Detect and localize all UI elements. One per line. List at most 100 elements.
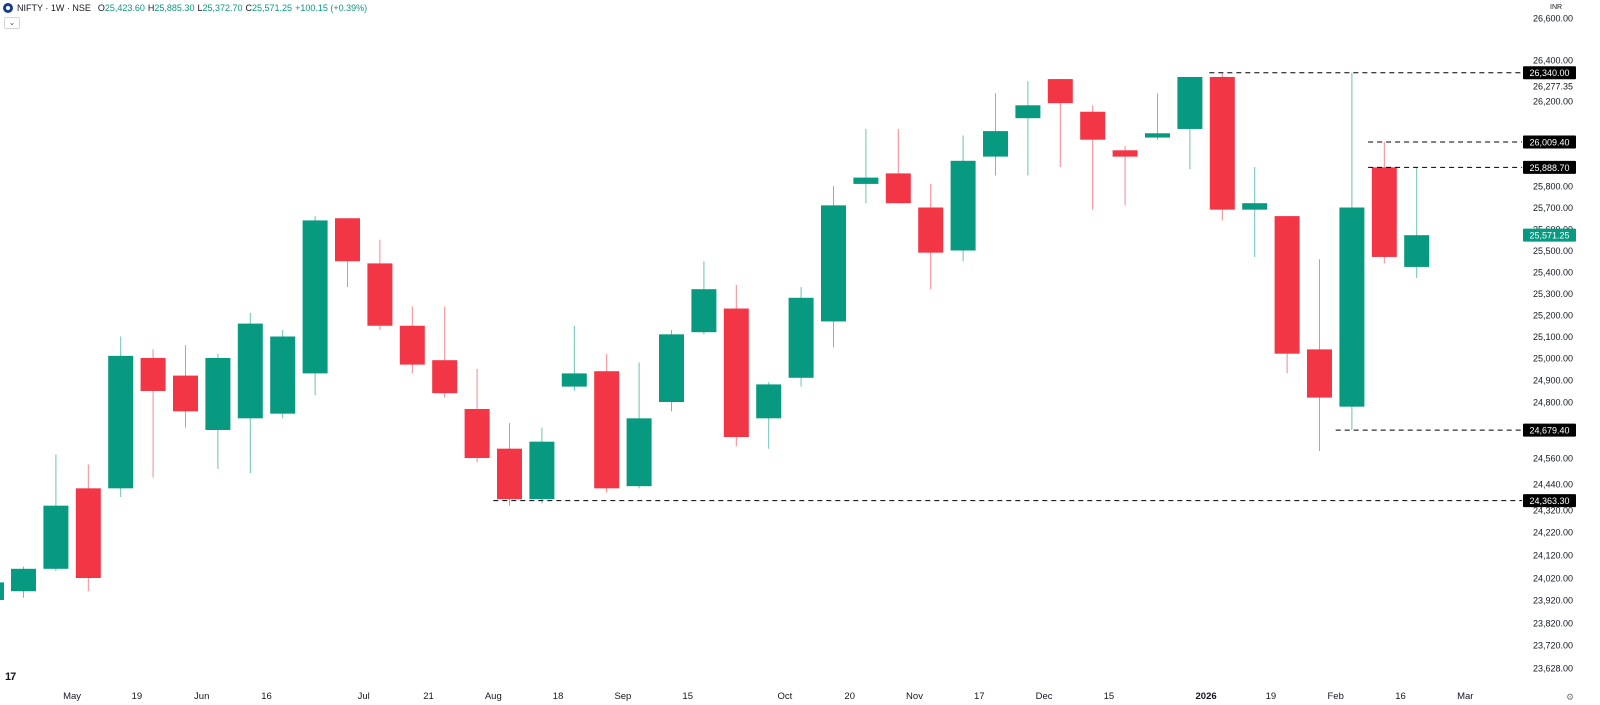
candle-body bbox=[1080, 111, 1106, 140]
price-axis-label: 23,720.00 bbox=[1533, 641, 1573, 651]
time-axis-label: Oct bbox=[778, 691, 793, 702]
time-axis-label: Feb bbox=[1328, 691, 1344, 702]
candle-body bbox=[173, 375, 198, 412]
price-level-badge bbox=[1523, 135, 1576, 149]
time-axis-label: 19 bbox=[1266, 691, 1277, 702]
candle-body bbox=[1145, 133, 1170, 138]
time-axis-label: 18 bbox=[553, 691, 564, 702]
price-axis-label: 24,120.00 bbox=[1533, 551, 1573, 561]
price-axis-label: 24,560.00 bbox=[1533, 454, 1573, 464]
time-axis-label: 21 bbox=[423, 691, 434, 702]
price-axis-label: 26,200.00 bbox=[1533, 97, 1573, 107]
candle-body bbox=[11, 568, 36, 592]
candle-body bbox=[1209, 76, 1235, 210]
price-axis-label: 26,277.35 bbox=[1533, 82, 1573, 92]
candle-body bbox=[335, 218, 360, 262]
candle-body bbox=[529, 441, 555, 500]
candle-body bbox=[1242, 203, 1268, 210]
symbol-title[interactable]: NIFTY · 1W · NSE bbox=[17, 3, 91, 13]
candle-body bbox=[237, 323, 263, 419]
price-level-badge bbox=[1523, 160, 1576, 174]
close-label: C bbox=[245, 3, 253, 13]
time-axis-label: Sep bbox=[614, 691, 631, 702]
time-axis-label: Dec bbox=[1036, 691, 1053, 702]
price-axis-label: 25,700.00 bbox=[1533, 203, 1573, 213]
price-axis-label: 25,300.00 bbox=[1533, 289, 1573, 299]
candle-body bbox=[983, 131, 1008, 157]
candle-body bbox=[1112, 150, 1138, 157]
candle-body bbox=[1404, 235, 1430, 267]
price-axis-label: 25,100.00 bbox=[1533, 332, 1573, 342]
price-axis-label: 26,600.00 bbox=[1533, 14, 1573, 24]
currency-label[interactable]: INR bbox=[1550, 4, 1563, 11]
price-level-label: 24,679.40 bbox=[1529, 426, 1569, 436]
tradingview-logo-icon[interactable]: 17 bbox=[5, 671, 16, 683]
candle-body bbox=[270, 336, 296, 414]
candle-body bbox=[691, 289, 717, 333]
time-axis-label: Nov bbox=[906, 691, 923, 702]
candle-body bbox=[75, 488, 101, 578]
price-level-badge bbox=[1523, 423, 1576, 437]
price-axis-label: 24,900.00 bbox=[1533, 376, 1573, 386]
price-axis-label: 24,220.00 bbox=[1533, 528, 1573, 538]
price-level-badge bbox=[1523, 66, 1576, 80]
time-axis-label: 15 bbox=[1104, 691, 1115, 702]
candle-body bbox=[432, 360, 458, 394]
high-label: H bbox=[147, 3, 155, 13]
candle-body bbox=[561, 373, 587, 387]
time-axis-label: Aug bbox=[485, 691, 502, 702]
close-value: 25,571.25 bbox=[252, 3, 293, 13]
candle-body bbox=[1177, 76, 1203, 129]
candle-body bbox=[497, 448, 522, 500]
chevron-down-icon[interactable]: ⌄ bbox=[4, 17, 20, 29]
price-axis-label: 25,500.00 bbox=[1533, 246, 1573, 256]
price-level-label: 25,888.70 bbox=[1529, 163, 1569, 173]
candle-body bbox=[821, 205, 846, 322]
price-level-badge bbox=[1523, 494, 1576, 508]
candle-body bbox=[0, 582, 4, 600]
time-axis-label: Jun bbox=[194, 691, 209, 702]
candle-body bbox=[626, 418, 652, 487]
time-axis-label: 17 bbox=[974, 691, 985, 702]
last-price-label: 25,571.25 bbox=[1529, 231, 1569, 241]
candle-body bbox=[399, 325, 425, 365]
low-value: 25,372.70 bbox=[202, 3, 243, 13]
time-axis-label: 2026 bbox=[1196, 691, 1217, 702]
time-axis-label: 16 bbox=[261, 691, 272, 702]
price-axis-label: 26,400.00 bbox=[1533, 56, 1573, 66]
candle-body bbox=[302, 220, 328, 374]
nse-logo-icon bbox=[3, 3, 13, 13]
candle-body bbox=[594, 371, 620, 489]
candle-body bbox=[885, 173, 911, 204]
time-axis-label: Jul bbox=[358, 691, 370, 702]
legend-header: NIFTY · 1W · NSE O 25,423.60 H 25,885.30 L… bbox=[0, 0, 367, 16]
price-axis-label: 23,820.00 bbox=[1533, 619, 1573, 629]
candle-body bbox=[464, 409, 490, 458]
change-value: +100.15 (+0.39%) bbox=[295, 3, 368, 13]
last-price-badge bbox=[1523, 228, 1576, 242]
price-level-label: 26,009.40 bbox=[1529, 137, 1569, 147]
price-axis-label: 24,020.00 bbox=[1533, 574, 1573, 584]
candle-body bbox=[659, 334, 684, 402]
price-axis-label: 25,800.00 bbox=[1533, 182, 1573, 192]
gear-icon[interactable]: ⚙ bbox=[1566, 692, 1575, 702]
open-label: O bbox=[97, 3, 105, 13]
candle-body bbox=[756, 384, 782, 419]
price-axis-label: 24,800.00 bbox=[1533, 398, 1573, 408]
time-axis-label: Mar bbox=[1457, 691, 1473, 702]
high-value: 25,885.30 bbox=[154, 3, 195, 13]
time-axis-label: 19 bbox=[132, 691, 143, 702]
candle-body bbox=[43, 505, 69, 569]
candle-body bbox=[140, 358, 166, 391]
price-axis-label: 25,200.00 bbox=[1533, 311, 1573, 321]
candle-body bbox=[205, 358, 231, 430]
price-axis-label: 23,628.00 bbox=[1533, 664, 1573, 674]
price-axis-label: 23,920.00 bbox=[1533, 596, 1573, 606]
candle-body bbox=[367, 263, 393, 326]
candle-body bbox=[1339, 207, 1365, 407]
time-axis-label: May bbox=[63, 691, 81, 702]
price-level-label: 26,340.00 bbox=[1529, 68, 1569, 78]
candle-body bbox=[1274, 216, 1300, 354]
price-axis-label: 24,440.00 bbox=[1533, 480, 1573, 490]
